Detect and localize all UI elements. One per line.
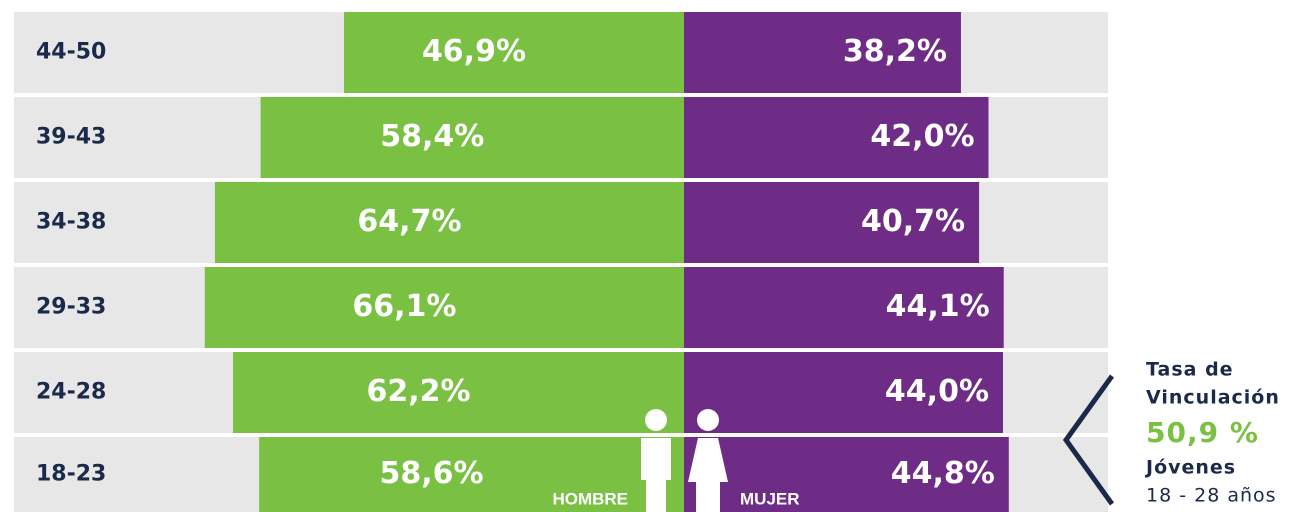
- value-label: 46,9%: [422, 34, 526, 69]
- value-label: 44,1%: [886, 289, 990, 324]
- bar: [684, 97, 989, 178]
- value-label: 64,7%: [357, 204, 461, 239]
- value-label: 66,1%: [352, 289, 456, 324]
- category-label: 24-28: [36, 380, 106, 405]
- annotation-line2: Vinculación: [1146, 387, 1280, 409]
- annotation-group: Jóvenes: [1144, 457, 1236, 479]
- series-name: HOMBRE: [552, 489, 628, 508]
- category-label: 18-23: [36, 462, 106, 487]
- bar: [684, 182, 980, 263]
- bar: [684, 12, 961, 93]
- bar: [684, 267, 1004, 348]
- value-label: 44,8%: [891, 456, 995, 491]
- annotation-range: 18 - 28 años: [1146, 485, 1277, 507]
- category-label: 39-43: [36, 125, 106, 150]
- annotation-value: 50,9 %: [1146, 416, 1259, 449]
- bar: [343, 12, 684, 93]
- value-label: 38,2%: [843, 34, 947, 69]
- category-label: 34-38: [36, 210, 106, 235]
- value-label: 42,0%: [870, 119, 974, 154]
- value-label: 62,2%: [366, 374, 470, 409]
- bar: [684, 437, 1009, 512]
- bar: [684, 352, 1003, 433]
- bar: [214, 182, 685, 263]
- woman-body: [688, 438, 728, 512]
- annotation-line1: Tasa de: [1146, 359, 1234, 381]
- category-label: 29-33: [36, 295, 106, 320]
- bar: [260, 97, 684, 178]
- bar: [233, 352, 685, 433]
- woman-head: [697, 409, 719, 431]
- man-body: [641, 438, 671, 512]
- category-label: 44-50: [36, 40, 106, 65]
- series-name: MUJER: [740, 489, 800, 508]
- value-label: 58,4%: [380, 119, 484, 154]
- value-label: 58,6%: [380, 456, 484, 491]
- chevron: [1062, 374, 1115, 506]
- value-label: 44,0%: [885, 374, 989, 409]
- plot: 44-50 39-43 34-38 29-33 24-28 18-23 46,9% 58,4%…: [14, 12, 1108, 512]
- person-icons: [641, 409, 728, 512]
- man-head: [645, 409, 667, 431]
- bar: [204, 267, 684, 348]
- bar: [259, 437, 684, 512]
- value-label: 40,7%: [861, 204, 965, 239]
